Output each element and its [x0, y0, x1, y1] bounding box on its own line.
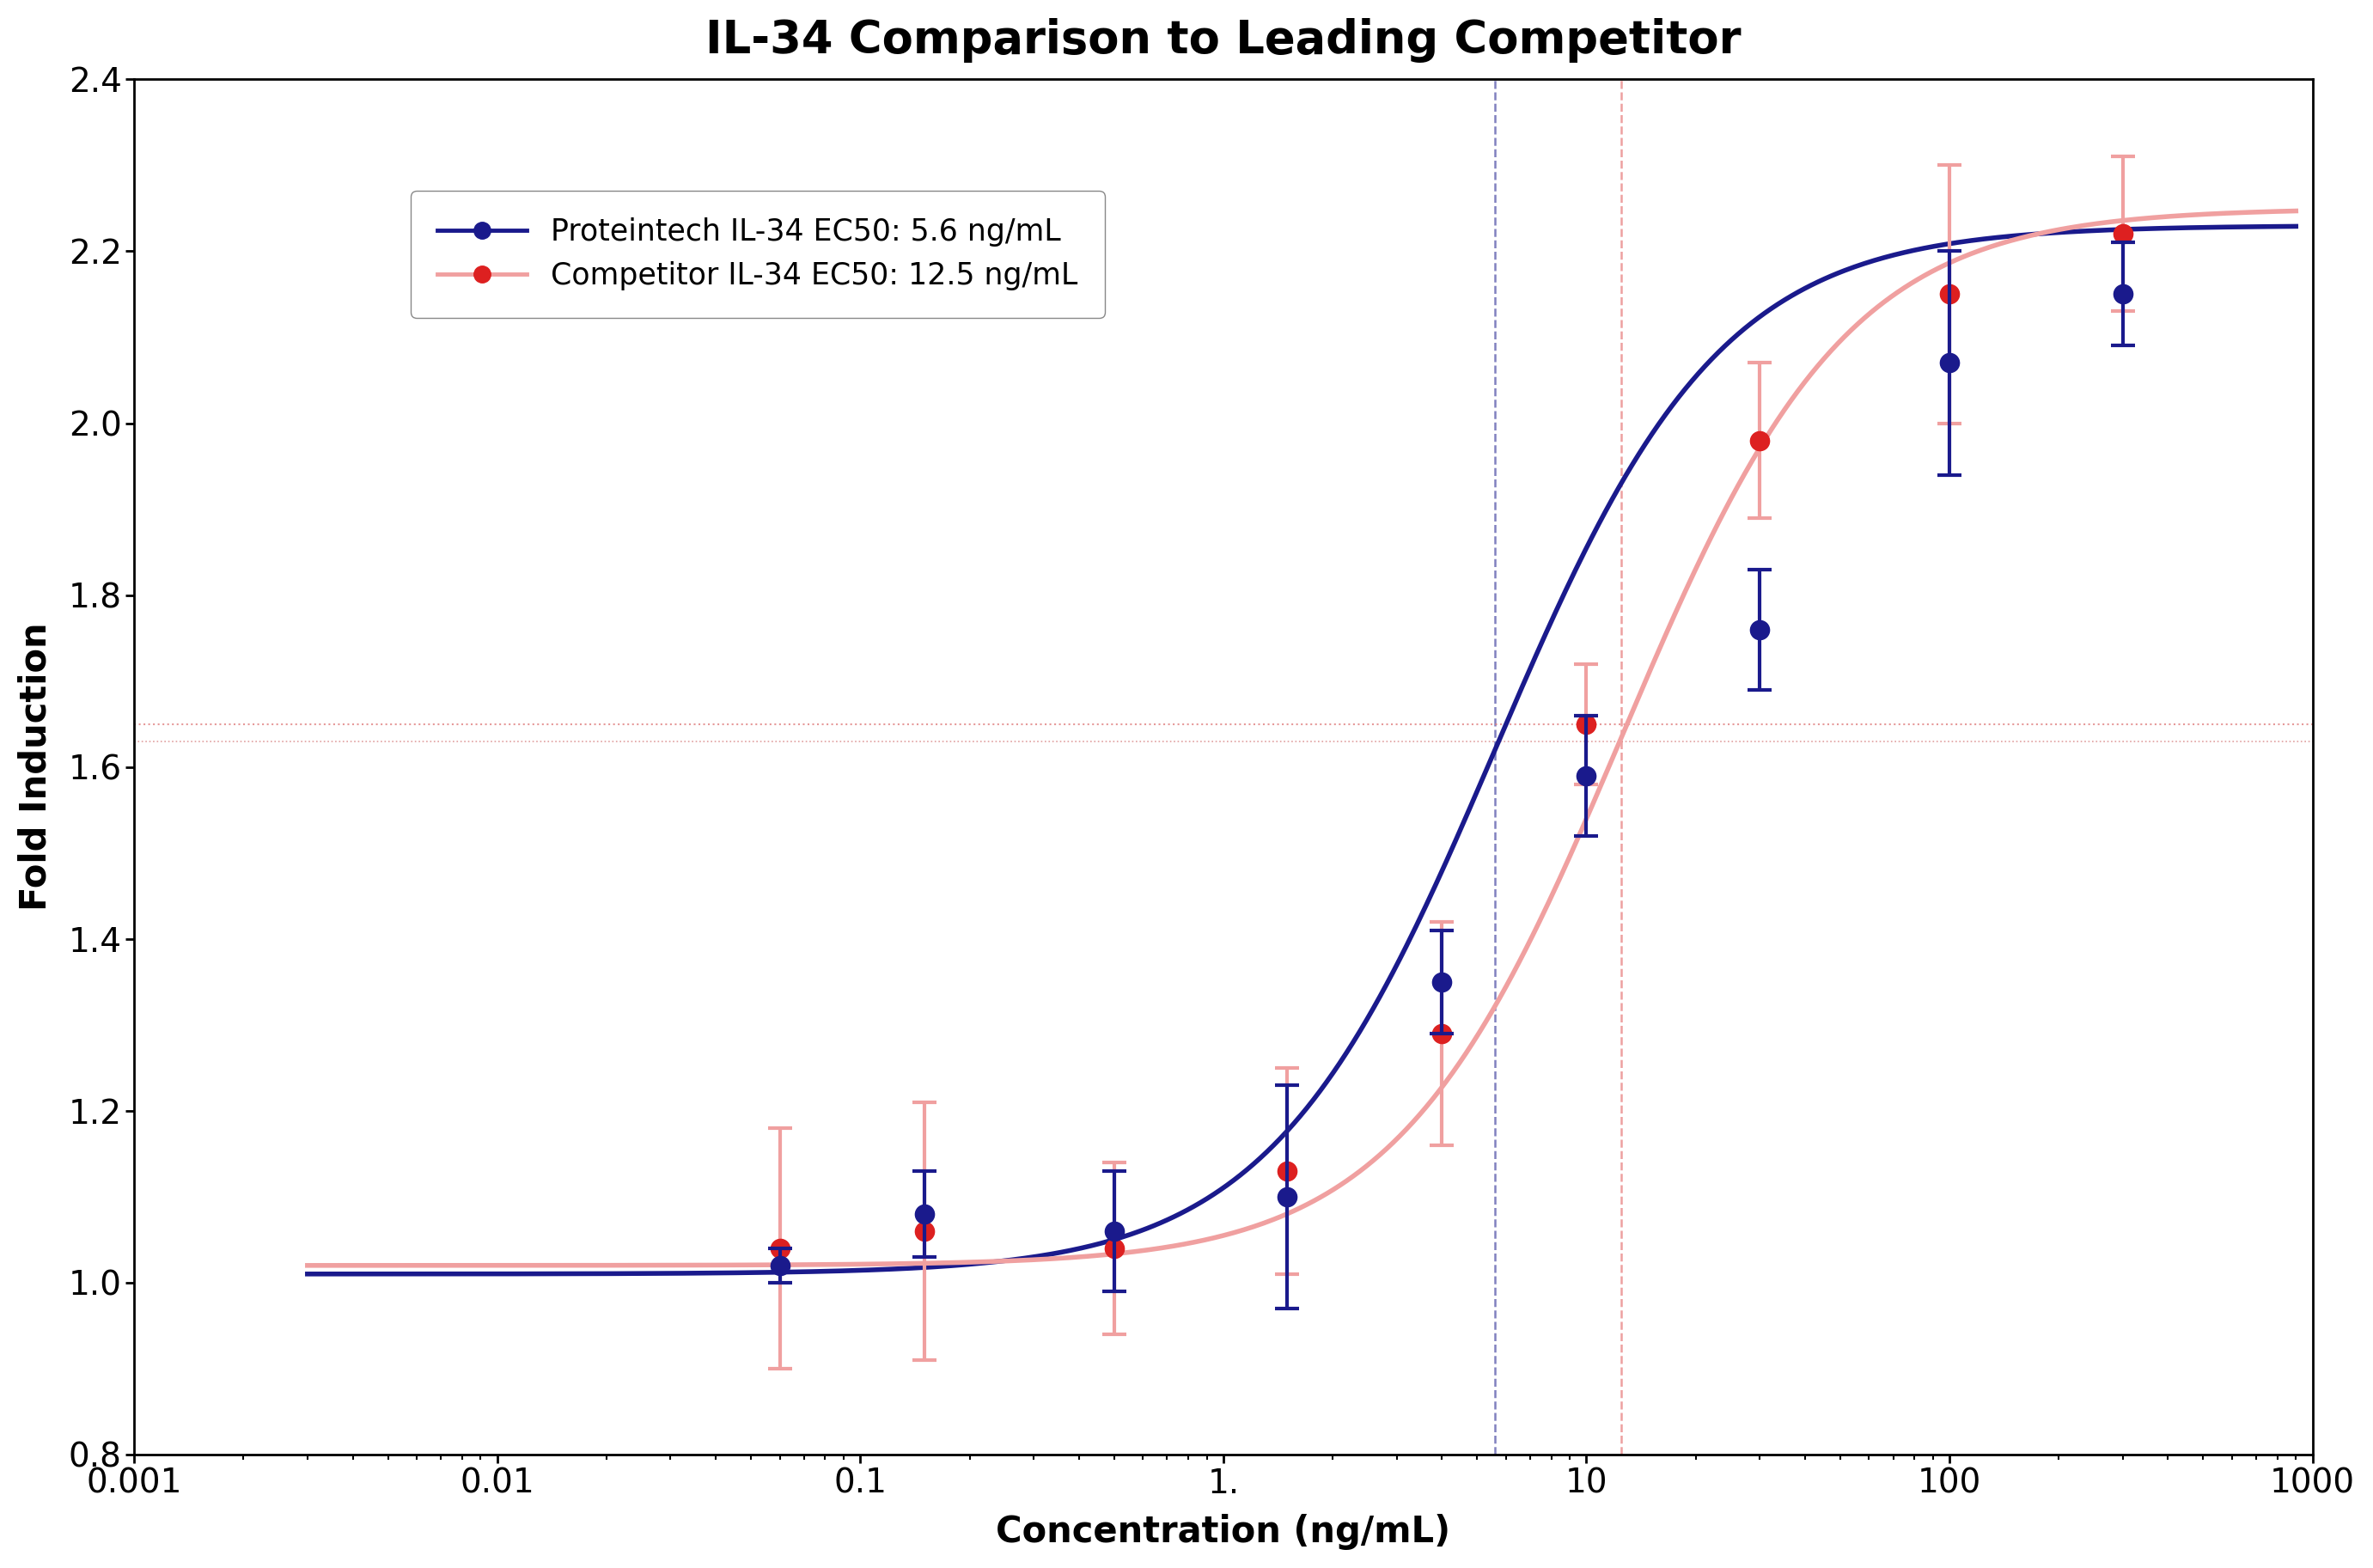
- Legend: Proteintech IL-34 EC50: 5.6 ng/mL, Competitor IL-34 EC50: 12.5 ng/mL: Proteintech IL-34 EC50: 5.6 ng/mL, Compe…: [411, 191, 1103, 318]
- X-axis label: Concentration (ng/mL): Concentration (ng/mL): [997, 1515, 1450, 1551]
- Title: IL-34 Comparison to Leading Competitor: IL-34 Comparison to Leading Competitor: [705, 17, 1742, 63]
- Y-axis label: Fold Induction: Fold Induction: [19, 622, 55, 911]
